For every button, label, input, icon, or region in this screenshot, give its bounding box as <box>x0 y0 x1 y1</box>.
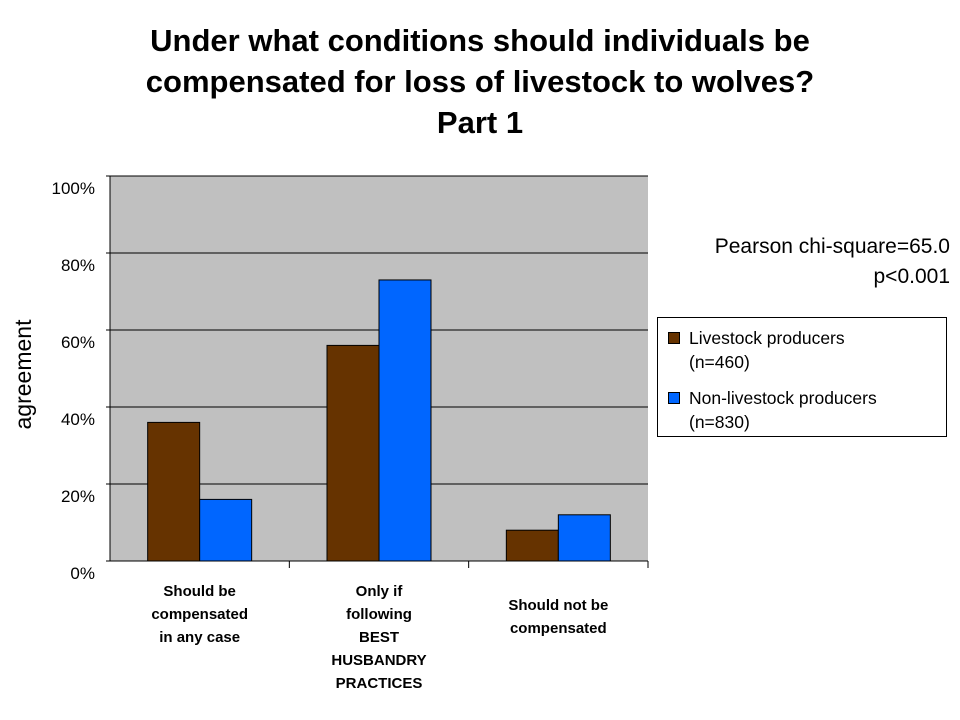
bar-series-2-cat-3 <box>557 514 611 562</box>
y-tick-label: 0% <box>70 564 95 583</box>
x-category-label: BEST <box>359 629 399 646</box>
y-tick-label: 60% <box>61 333 95 352</box>
chart-legend: Livestock producers (n=460) Non-livestoc… <box>657 317 947 437</box>
stats-annotation: Pearson chi-square=65.0 p<0.001 <box>600 232 950 292</box>
legend-label-livestock-line-2: (n=460) <box>689 352 750 372</box>
x-category-label: Should be <box>163 583 236 600</box>
x-category-label: following <box>346 606 412 623</box>
bar-series-2-cat-2 <box>378 279 432 562</box>
x-category-label: Only if <box>356 583 404 600</box>
bar-series-1-cat-3 <box>505 529 559 562</box>
x-category-label: Should not be <box>508 597 608 614</box>
legend-swatch-livestock <box>668 332 680 344</box>
title-line-2: compensated for loss of livestock to wol… <box>145 64 815 99</box>
y-tick-label: 40% <box>61 410 95 429</box>
legend-label-non-livestock-line-2: (n=830) <box>689 412 750 432</box>
y-tick-label: 100% <box>52 179 95 198</box>
x-category-label: HUSBANDRY <box>331 652 426 669</box>
bar-series-1-cat-2 <box>326 344 380 562</box>
x-category-label: PRACTICES <box>336 675 423 692</box>
title-line-3: Part 1 <box>436 105 524 140</box>
x-category-label: in any case <box>159 629 240 646</box>
y-axis-label: agreement <box>10 319 36 430</box>
legend-label-non-livestock-line-1: Non-livestock producers <box>689 388 877 408</box>
legend-label-livestock-line-1: Livestock producers <box>689 328 845 348</box>
x-category-label: compensated <box>510 620 607 637</box>
bar-series-2-cat-1 <box>199 498 253 562</box>
x-category-label: compensated <box>151 606 248 623</box>
bar-series-1-cat-1 <box>147 421 201 562</box>
legend-swatch-non-livestock <box>668 392 680 404</box>
title-line-1: Under what conditions should individuals… <box>150 23 810 58</box>
chart-title: Under what conditions should individuals… <box>60 20 900 143</box>
y-tick-label: 80% <box>61 256 95 275</box>
p-value-text: p<0.001 <box>873 265 951 288</box>
y-tick-label: 20% <box>61 487 95 506</box>
chi-square-text: Pearson chi-square=65.0 <box>714 235 950 258</box>
